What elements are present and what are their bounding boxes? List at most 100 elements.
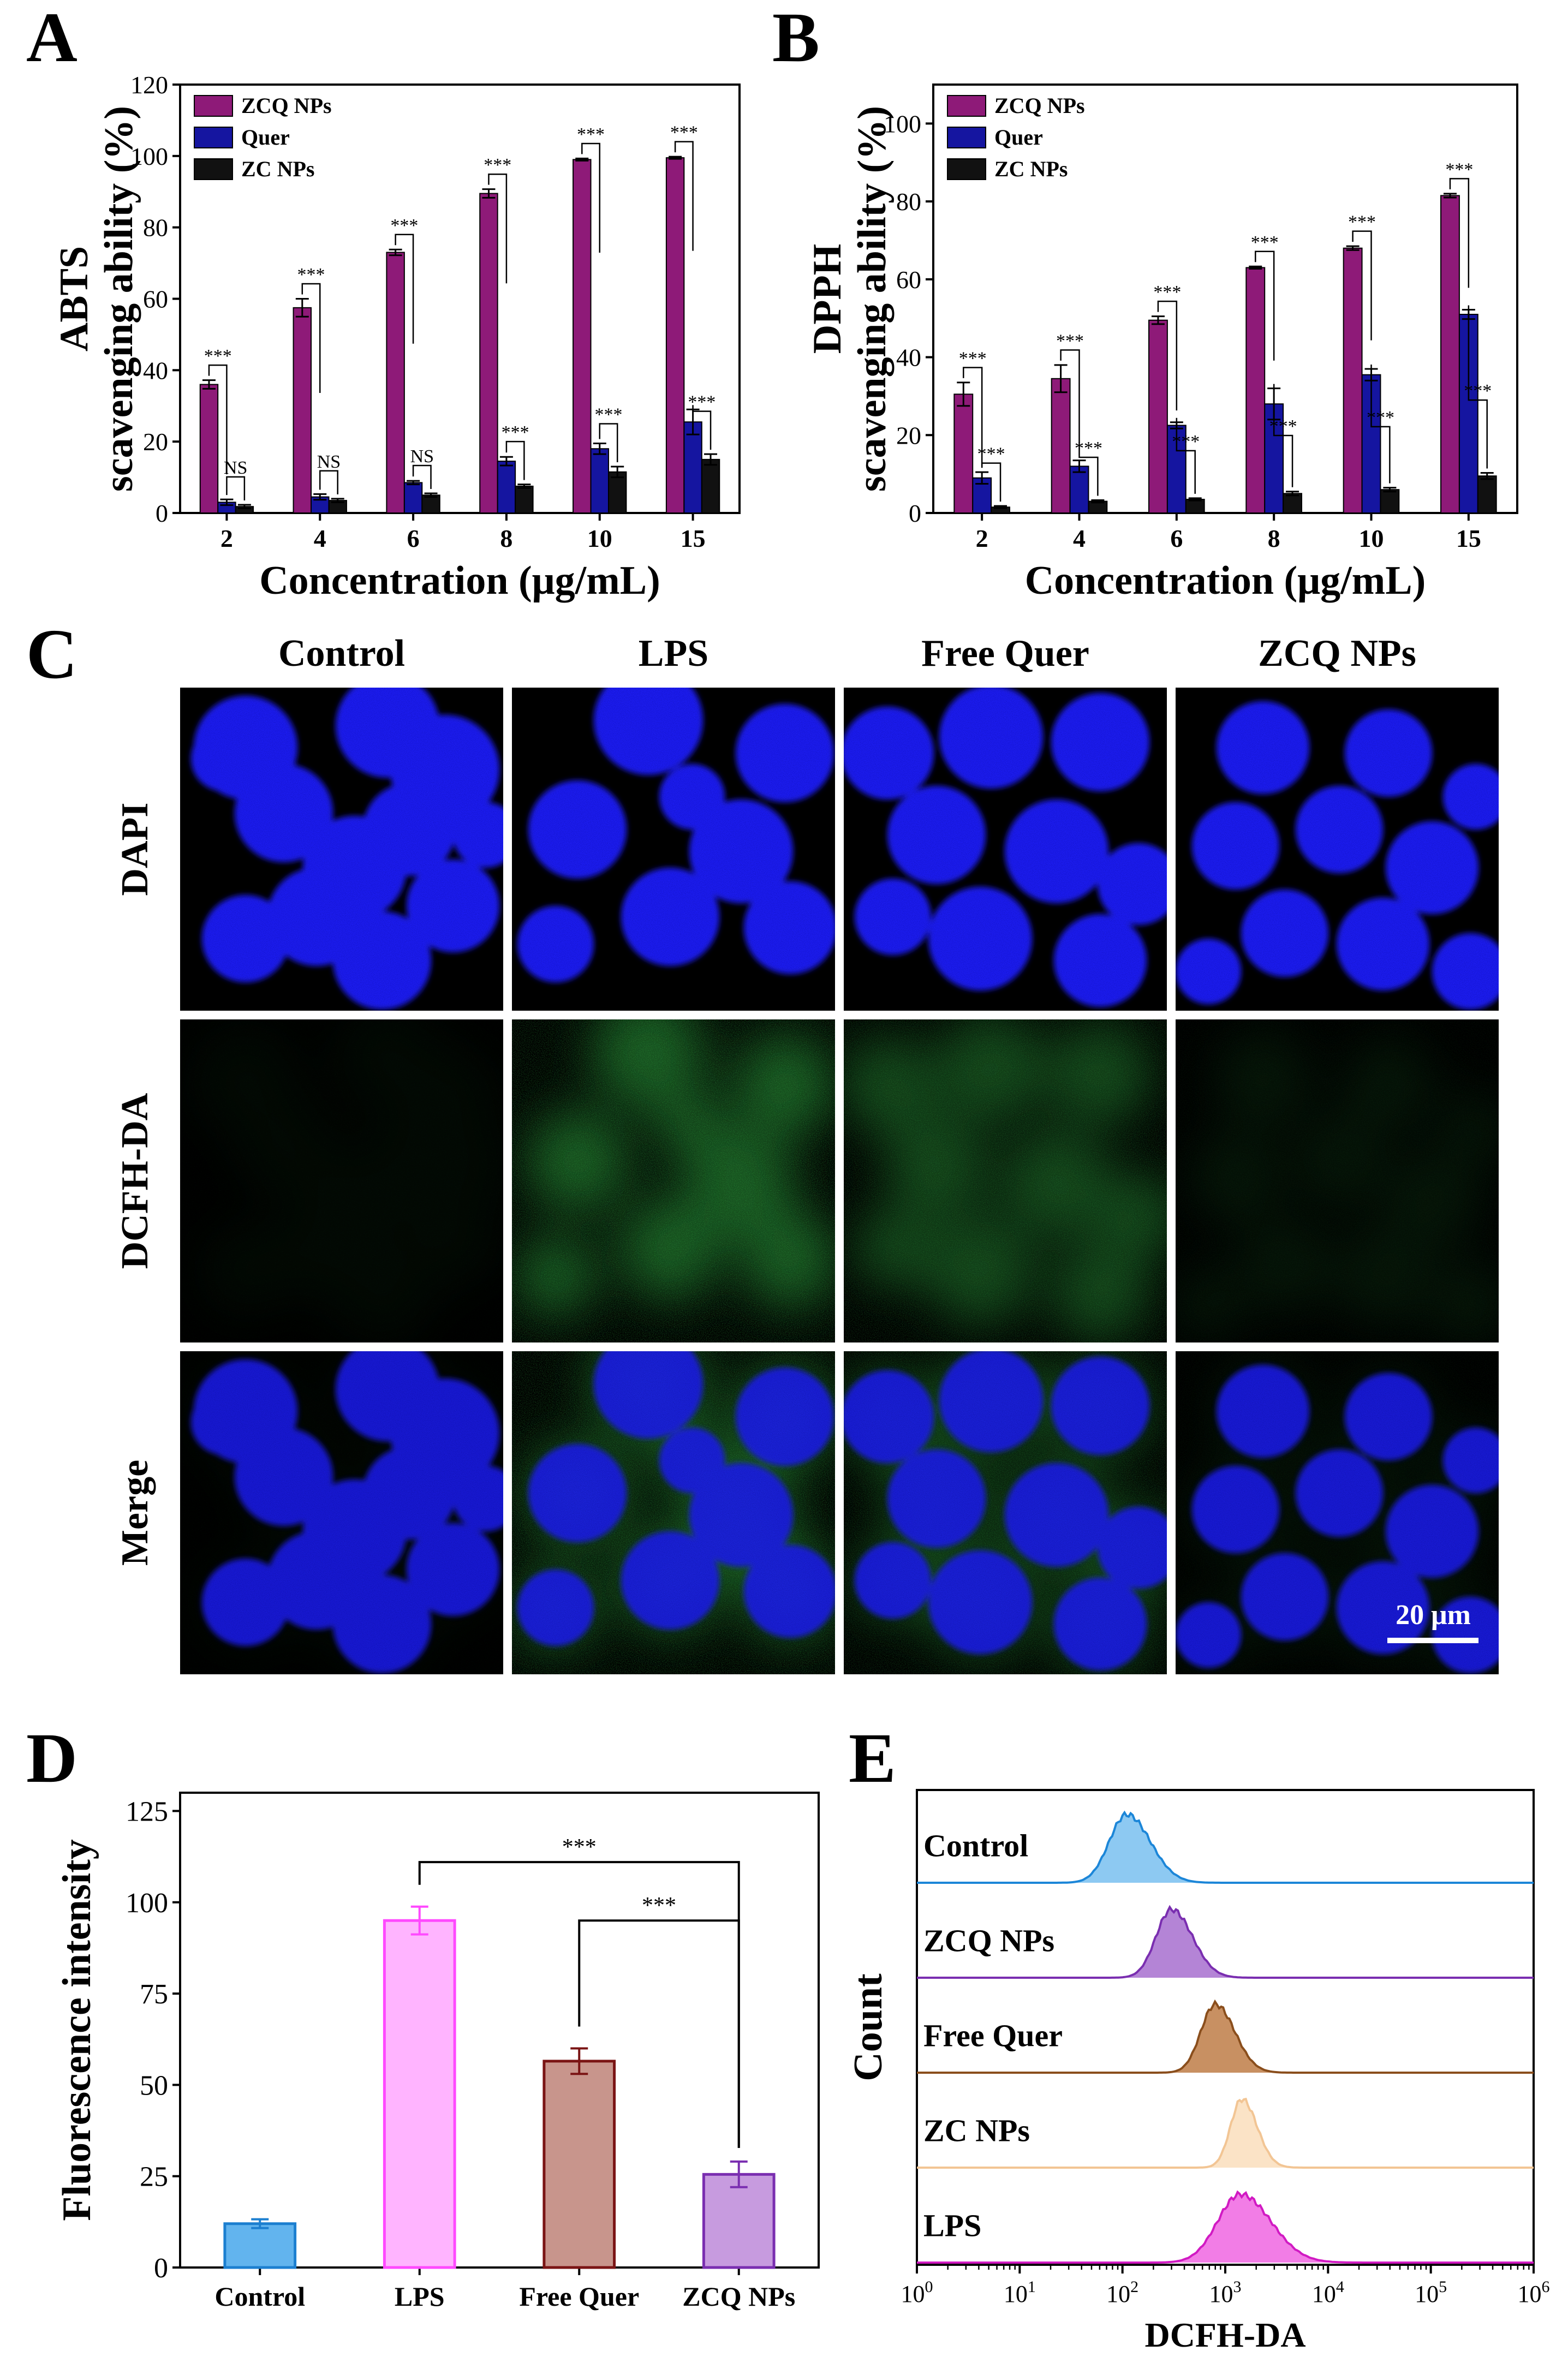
nucleus-texture	[1337, 1561, 1429, 1654]
legend-swatch	[194, 158, 233, 180]
nucleus-texture	[744, 881, 835, 974]
micrograph-tile	[844, 688, 1167, 1011]
histogram-fill	[917, 2192, 1534, 2263]
significance-label: ***	[688, 392, 716, 413]
micrograph-tile	[1176, 1019, 1499, 1342]
significance-bracket	[488, 173, 508, 284]
panel-label-b: B	[772, 0, 820, 77]
significance-label: ***	[959, 348, 987, 368]
panel-label-a: A	[26, 0, 77, 77]
nucleus-texture	[939, 1351, 1043, 1452]
bar	[1440, 195, 1460, 514]
nucleus-texture	[191, 726, 257, 791]
significance-bracket	[599, 423, 618, 462]
bar	[683, 421, 702, 514]
legend-swatch	[947, 127, 986, 148]
significance-label: ***	[562, 1835, 597, 1860]
significance-bracket	[208, 364, 228, 475]
nuclei-texture	[191, 688, 503, 1010]
nucleus-texture	[1241, 890, 1328, 977]
ros-blob	[451, 1132, 503, 1201]
significance-label: ***	[1464, 381, 1492, 401]
panel-label-d: D	[26, 1719, 77, 1798]
significance-label: ***	[484, 155, 511, 175]
bar	[1069, 466, 1089, 514]
nucleus-texture	[333, 1575, 431, 1673]
column-label: LPS	[639, 632, 708, 675]
tile-content	[1176, 701, 1499, 1010]
bar	[383, 1919, 456, 2269]
x-tick-label: 101	[1004, 2278, 1036, 2307]
significance-bracket	[412, 464, 432, 490]
nucleus-texture	[887, 786, 986, 884]
bar	[607, 471, 627, 514]
x-tick-label: 15	[1456, 524, 1481, 552]
panel-label-e: E	[849, 1719, 896, 1798]
y-tick-label: 80	[896, 188, 921, 216]
nucleus-texture	[1443, 764, 1499, 830]
significance-bracket	[1468, 305, 1488, 469]
histogram-label: LPS	[923, 2207, 981, 2243]
histogram-line	[917, 1810, 1534, 1884]
significance-bracket	[1157, 300, 1178, 411]
x-tick-label: 102	[1106, 2278, 1138, 2307]
column-label: Free Quer	[921, 632, 1089, 675]
y-tick-label: 0	[909, 499, 921, 527]
significance-label: ***	[1172, 432, 1200, 452]
y-tick-label: 0	[156, 499, 168, 527]
nucleus-texture	[202, 895, 289, 982]
significance-bracket	[1255, 250, 1275, 361]
x-axis-label: DCFH-DA	[1144, 2316, 1305, 2354]
significance-label: ***	[204, 346, 232, 366]
nucleus-texture	[844, 707, 934, 799]
ros-signal	[189, 1019, 503, 1342]
micrograph-tile	[180, 1351, 503, 1674]
y-tick-label: 100	[126, 1888, 168, 1919]
x-tick-label: 6	[1170, 524, 1183, 552]
tile-content	[512, 1351, 835, 1674]
significance-bracket	[981, 462, 1001, 502]
nucleus-texture	[1443, 1428, 1499, 1493]
nucleus-texture	[1432, 1597, 1499, 1673]
tile-content	[180, 1019, 503, 1342]
significance-bracket	[395, 234, 414, 344]
y-tick-label: 60	[896, 266, 921, 294]
significance-bracket	[1370, 364, 1391, 484]
nucleus-texture	[1098, 843, 1167, 925]
x-tick-label: Control	[214, 2281, 305, 2312]
nucleus-texture	[517, 906, 594, 982]
tile-content	[191, 688, 503, 1010]
histogram-label: Control	[923, 1828, 1028, 1863]
ros-blob	[200, 1225, 291, 1316]
ros-grain-rect	[180, 1019, 503, 1342]
y-tick-label: 40	[896, 344, 921, 372]
histogram-line	[917, 1999, 1534, 2074]
ros-grain	[512, 1019, 835, 1342]
bar	[542, 2060, 616, 2269]
nucleus-texture	[517, 1570, 594, 1646]
y-tick-label: 120	[130, 71, 168, 99]
x-tick-label: 100	[901, 2278, 933, 2307]
x-tick-label: 105	[1415, 2278, 1447, 2307]
nucleus-texture	[333, 911, 431, 1010]
nuclei-texture	[1176, 701, 1499, 1010]
ros-grain	[1176, 1019, 1499, 1342]
bar	[421, 494, 440, 514]
nucleus-texture	[1051, 693, 1149, 791]
significance-label: ***	[1056, 331, 1084, 351]
legend-swatch	[947, 158, 986, 180]
ros-grain-rect	[1176, 1019, 1499, 1342]
micrograph-tile	[512, 1351, 835, 1674]
nucleus-texture	[844, 1370, 934, 1463]
nucleus-texture	[659, 1428, 725, 1493]
y-tick-label: 100	[884, 110, 921, 138]
bar	[199, 384, 219, 514]
row-label: DAPI	[114, 802, 156, 896]
nucleus-texture	[1054, 1578, 1147, 1670]
nuclei-texture	[1176, 1365, 1499, 1673]
scale-bar-label: 20 μm	[1396, 1600, 1471, 1631]
nucleus-texture	[528, 1444, 627, 1542]
histogram-fill	[917, 2099, 1534, 2168]
bar	[515, 485, 534, 514]
legend-label: ZCQ NPs	[994, 93, 1085, 118]
